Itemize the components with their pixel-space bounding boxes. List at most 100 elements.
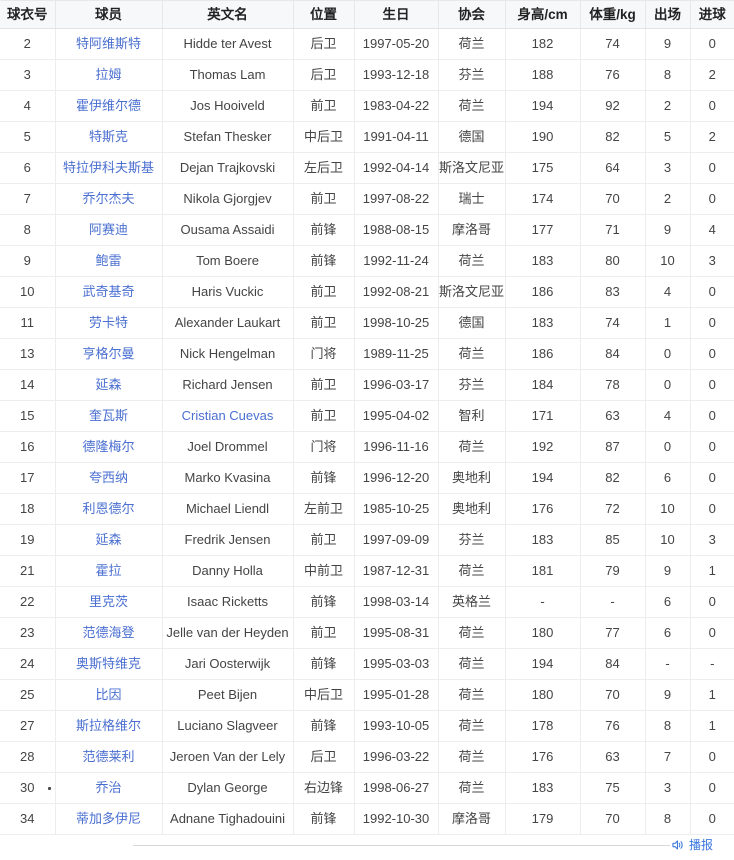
cell-en_name[interactable]: Cristian Cuevas: [162, 400, 294, 432]
player-link-cn_name[interactable]: 拉姆: [95, 67, 122, 82]
cell-text-height: 194: [531, 656, 554, 671]
cell-cn_name[interactable]: 霍伊维尔德: [55, 90, 163, 122]
player-link-cn_name[interactable]: 范德海登: [82, 625, 135, 640]
column-header-birthday[interactable]: 生日: [354, 0, 439, 29]
cell-cn_name[interactable]: 乔尔杰夫: [55, 183, 163, 215]
player-link-cn_name[interactable]: 霍拉: [95, 563, 122, 578]
cell-text-number: 2: [23, 36, 31, 51]
player-link-cn_name[interactable]: 里克茨: [88, 594, 128, 609]
column-header-weight[interactable]: 体重/kg: [580, 0, 646, 29]
player-link-cn_name[interactable]: 延森: [95, 377, 122, 392]
cell-text-height: -: [540, 594, 545, 609]
cell-text-birthday: 1996-12-20: [362, 470, 430, 485]
player-link-en_name[interactable]: Cristian Cuevas: [181, 408, 274, 423]
cell-cn_name[interactable]: 拉姆: [55, 59, 163, 91]
player-link-cn_name[interactable]: 斯拉格维尔: [75, 718, 141, 733]
column-header-cn_name[interactable]: 球员: [55, 0, 163, 29]
cell-cn_name[interactable]: 武奇基奇: [55, 276, 163, 308]
cell-text-goals: 0: [708, 284, 716, 299]
player-link-cn_name[interactable]: 霍伊维尔德: [75, 98, 141, 113]
broadcast-button[interactable]: 播报: [671, 838, 713, 852]
cell-cn_name[interactable]: 范德莱利: [55, 741, 163, 773]
player-link-cn_name[interactable]: 比因: [95, 687, 122, 702]
player-link-cn_name[interactable]: 亨格尔曼: [82, 346, 135, 361]
cell-cn_name[interactable]: 奥斯特维克: [55, 648, 163, 680]
column-header-en_name[interactable]: 英文名: [162, 0, 294, 29]
cell-text-number: 28: [20, 749, 35, 764]
player-link-cn_name[interactable]: 武奇基奇: [82, 284, 135, 299]
cell-text-goals: 0: [708, 191, 716, 206]
cell-text-height: 182: [531, 36, 554, 51]
cell-text-birthday: 1996-11-16: [363, 439, 429, 454]
cell-cn_name[interactable]: 比因: [55, 679, 163, 711]
cell-cn_name[interactable]: 劳卡特: [55, 307, 163, 339]
cell-text-apps: -: [665, 656, 670, 671]
player-link-cn_name[interactable]: 范德莱利: [82, 749, 135, 764]
player-link-cn_name[interactable]: 德隆梅尔: [82, 439, 135, 454]
cell-apps: 2: [645, 183, 691, 215]
column-header-number[interactable]: 球衣号: [0, 0, 56, 29]
cell-weight: 70: [580, 679, 646, 711]
cell-cn_name[interactable]: 德隆梅尔: [55, 431, 163, 463]
cell-text-en_name: Tom Boere: [196, 253, 259, 268]
cell-text-apps: 6: [663, 470, 672, 485]
cell-cn_name[interactable]: 特斯克: [55, 121, 163, 153]
cell-position: 门将: [293, 338, 355, 370]
player-link-cn_name[interactable]: 夸西纳: [88, 470, 128, 485]
cell-cn_name[interactable]: 延森: [55, 369, 163, 401]
cell-text-height: 188: [531, 67, 554, 82]
cell-cn_name[interactable]: 鲍雷: [55, 245, 163, 277]
cell-text-number: 11: [20, 315, 35, 330]
cell-text-birthday: 1991-04-11: [363, 129, 429, 144]
cell-weight: 63: [580, 400, 646, 432]
column-header-height[interactable]: 身高/cm: [505, 0, 581, 29]
cell-cn_name[interactable]: 斯拉格维尔: [55, 710, 163, 742]
column-header-position[interactable]: 位置: [293, 0, 355, 29]
cell-cn_name[interactable]: 乔治: [55, 772, 163, 804]
player-link-cn_name[interactable]: 延森: [95, 532, 122, 547]
column-header-apps[interactable]: 出场: [645, 0, 691, 29]
player-link-cn_name[interactable]: 利恩德尔: [82, 501, 135, 516]
cell-text-assoc: 智利: [458, 408, 485, 423]
cell-cn_name[interactable]: 亨格尔曼: [55, 338, 163, 370]
player-link-cn_name[interactable]: 劳卡特: [88, 315, 128, 330]
cell-cn_name[interactable]: 特拉伊科夫斯基: [55, 152, 163, 184]
player-link-cn_name[interactable]: 乔治: [95, 780, 122, 795]
cell-text-goals: 4: [708, 222, 716, 237]
player-link-cn_name[interactable]: 阿赛迪: [88, 222, 128, 237]
cell-text-birthday: 1985-10-25: [362, 501, 430, 516]
cell-assoc: 荷兰: [438, 648, 506, 680]
cell-text-apps: 3: [663, 160, 672, 175]
player-link-cn_name[interactable]: 蒂加多伊尼: [75, 811, 141, 826]
column-header-assoc[interactable]: 协会: [438, 0, 506, 29]
player-link-cn_name[interactable]: 特阿维斯特: [75, 36, 141, 51]
cell-en_name: Richard Jensen: [162, 369, 294, 401]
cell-cn_name[interactable]: 延森: [55, 524, 163, 556]
cell-goals: 0: [690, 772, 734, 804]
player-link-cn_name[interactable]: 乔尔杰夫: [82, 191, 135, 206]
cell-cn_name[interactable]: 特阿维斯特: [55, 28, 163, 60]
cell-cn_name[interactable]: 霍拉: [55, 555, 163, 587]
cell-cn_name[interactable]: 利恩德尔: [55, 493, 163, 525]
cell-goals: 2: [690, 121, 734, 153]
player-link-cn_name[interactable]: 奎瓦斯: [88, 408, 128, 423]
column-header-goals[interactable]: 进球: [690, 0, 734, 29]
cell-cn_name[interactable]: 阿赛迪: [55, 214, 163, 246]
player-link-cn_name[interactable]: 鲍雷: [95, 253, 122, 268]
cell-position: 后卫: [293, 59, 355, 91]
player-link-cn_name[interactable]: 奥斯特维克: [75, 656, 141, 671]
cell-text-goals: 0: [708, 439, 716, 454]
player-link-cn_name[interactable]: 特拉伊科夫斯基: [62, 160, 154, 175]
cell-position: 前卫: [293, 276, 355, 308]
cell-cn_name[interactable]: 蒂加多伊尼: [55, 803, 163, 835]
cell-text-assoc: 英格兰: [451, 594, 491, 609]
cell-height: 176: [505, 741, 581, 773]
cell-cn_name[interactable]: 夸西纳: [55, 462, 163, 494]
cell-text-height: 181: [531, 563, 554, 578]
cell-birthday: 1991-04-11: [354, 121, 439, 153]
cell-cn_name[interactable]: 里克茨: [55, 586, 163, 618]
table-row: 14 延森 Richard Jensen 前卫 1996-03-17 芬兰 184 78 0 0: [0, 369, 734, 401]
cell-cn_name[interactable]: 范德海登: [55, 617, 163, 649]
cell-cn_name[interactable]: 奎瓦斯: [55, 400, 163, 432]
player-link-cn_name[interactable]: 特斯克: [88, 129, 128, 144]
